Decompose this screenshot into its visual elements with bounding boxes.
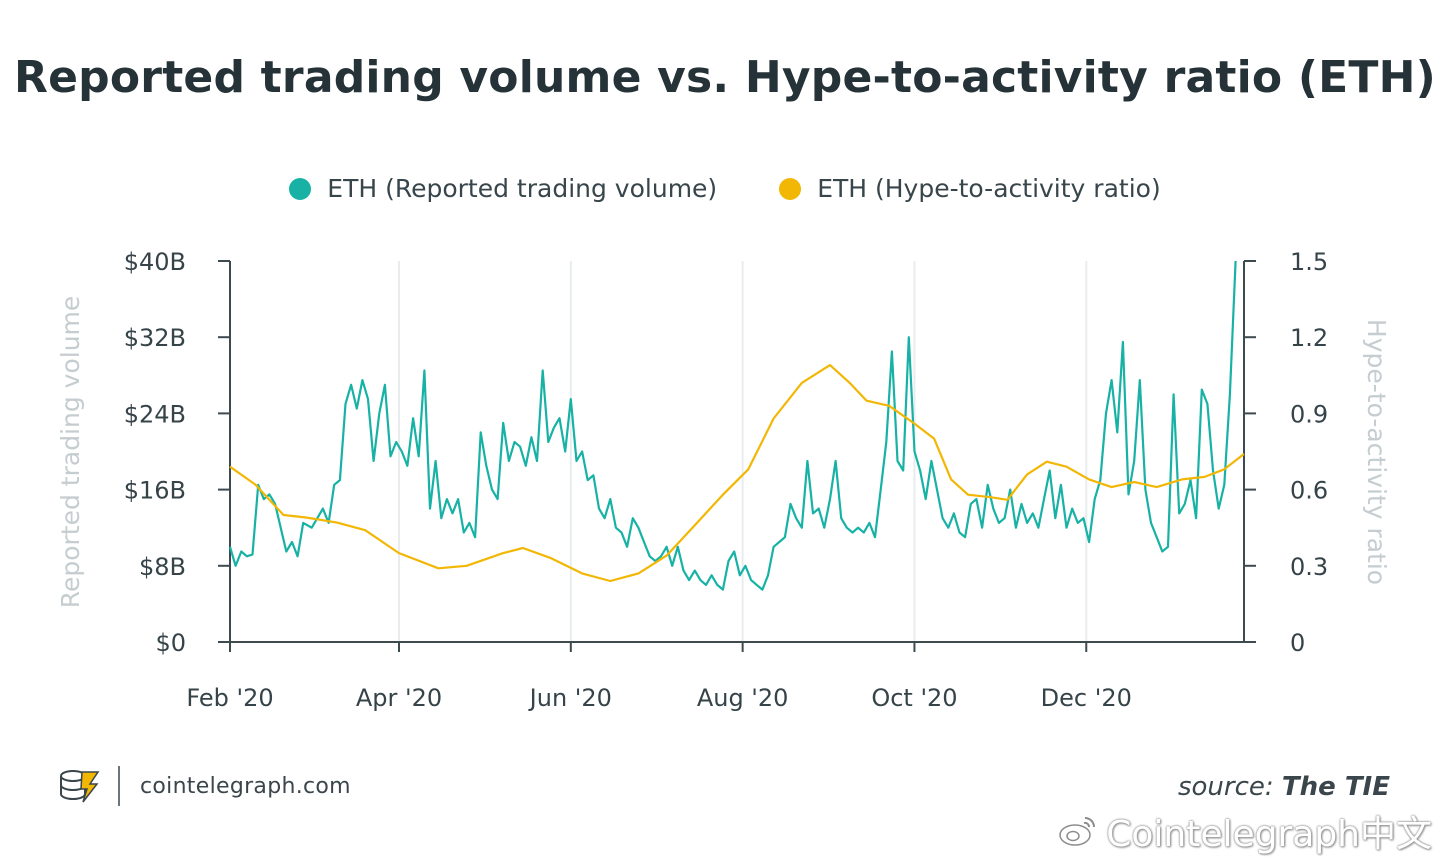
x-tick-label: Dec '20 [1041, 684, 1132, 712]
legend-label-hype: ETH (Hype-to-activity ratio) [817, 174, 1161, 203]
chart-title: Reported trading volume vs. Hype-to-acti… [14, 52, 1436, 103]
watermark: Cointelegraph中文 [1058, 805, 1432, 857]
y-left-tick-label: $24B [124, 400, 186, 428]
y-right-tick-label: 1.2 [1290, 324, 1328, 352]
footer-branding: cointelegraph.com [56, 766, 351, 806]
y-right-tick-label: 0.3 [1290, 553, 1328, 581]
series-lines [228, 260, 1245, 591]
y-left-tick-label: $8B [139, 553, 186, 581]
y-left-tick-label: $32B [124, 324, 186, 352]
x-tick-label: Oct '20 [871, 684, 957, 712]
series-line-hype [229, 364, 1245, 583]
series-line-volume [228, 260, 1237, 591]
right-axis-title: Hype-to-activity ratio [1362, 319, 1391, 585]
watermark-text: Cointelegraph中文 [1106, 814, 1432, 855]
y-right-tick-label: 0 [1290, 629, 1305, 657]
y-right-tick-label: 0.9 [1290, 400, 1328, 428]
x-tick-label: Jun '20 [528, 684, 612, 712]
y-left-tick-label: $16B [124, 477, 186, 505]
axes: Feb '20 Apr '20 Jun '20 Aug '20 Oct '20 Dec '… [124, 248, 1328, 712]
y-right-tick-label: 0.6 [1290, 477, 1328, 505]
footer-site-link[interactable]: cointelegraph.com [140, 773, 351, 799]
weibo-icon [1059, 817, 1096, 846]
left-axis-title: Reported trading volume [56, 296, 85, 609]
legend-label-volume: ETH (Reported trading volume) [327, 174, 718, 203]
grid [398, 261, 1088, 642]
legend: ETH (Reported trading volume) ETH (Hype-… [0, 174, 1450, 203]
legend-item-volume[interactable]: ETH (Reported trading volume) [289, 174, 717, 203]
legend-swatch-hype [779, 177, 802, 200]
legend-swatch-volume [289, 177, 312, 200]
y-left-tick-label: $0 [155, 629, 186, 657]
cointelegraph-logo-icon [60, 770, 100, 803]
footer-divider [118, 766, 120, 806]
source-prefix: source: [1177, 772, 1274, 802]
legend-item-hype[interactable]: ETH (Hype-to-activity ratio) [779, 174, 1161, 203]
y-right-tick-label: 1.5 [1290, 248, 1328, 276]
y-left-tick-label: $40B [124, 248, 186, 276]
source-name: The TIE [1281, 772, 1390, 802]
x-tick-label: Apr '20 [356, 684, 442, 712]
x-tick-label: Aug '20 [697, 684, 789, 712]
x-tick-label: Feb '20 [186, 684, 273, 712]
footer-source: source: The TIE [1178, 772, 1390, 802]
